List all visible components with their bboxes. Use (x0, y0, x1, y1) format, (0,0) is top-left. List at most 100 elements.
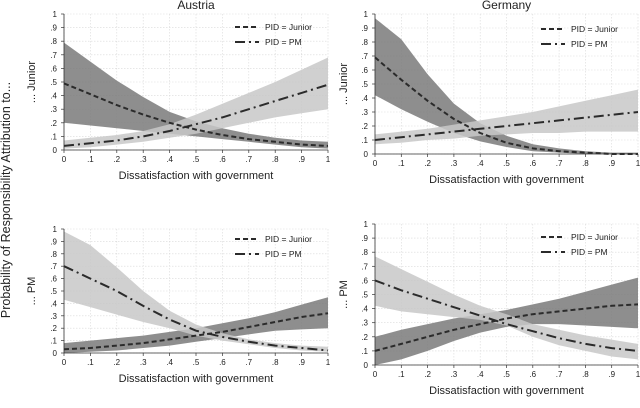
y-tick-label: .7 (361, 262, 368, 271)
series-line-1 (374, 56, 638, 155)
x-tick-label: .2 (113, 155, 120, 164)
y-tick-label: .2 (50, 119, 57, 128)
y-axis-title: ... Junior (338, 63, 350, 106)
x-tick-label: .3 (140, 155, 147, 164)
x-tick-label: .6 (219, 358, 226, 367)
y-tick-label: 1 (53, 225, 58, 234)
y-axis-title: ... PM (26, 277, 38, 306)
x-tick-label: 0 (373, 370, 378, 379)
x-tick-label: .3 (451, 159, 458, 168)
x-tick-label: .5 (193, 358, 200, 367)
x-tick-label: .1 (87, 155, 94, 164)
x-tick-label: 1 (326, 155, 331, 164)
y-tick-label: .8 (50, 37, 57, 46)
x-tick-label: .4 (166, 155, 173, 164)
y-tick-label: .4 (361, 94, 368, 103)
y-tick-label: .6 (50, 275, 57, 284)
legend-label: PID = Junior (265, 234, 312, 244)
series-line-1 (63, 82, 329, 147)
y-tick-label: .1 (50, 337, 57, 346)
y-tick-label: .5 (361, 291, 368, 300)
chart-panel-2: 0 .1 .2 .3 .4 .5 .6 .7 .8 .9 1 0 .1 .2 .3 .4 .5 .6 .7 .8 .9 1… (338, 0, 640, 186)
x-tick-label: .9 (298, 155, 305, 164)
y-tick-label: .1 (361, 136, 368, 145)
y-tick-label: .5 (361, 80, 368, 89)
legend: PID = Junior PID = PM (235, 22, 312, 47)
series-line-2 (374, 111, 639, 141)
x-tick-label: .5 (503, 159, 510, 168)
x-tick-label: .2 (424, 370, 431, 379)
confidence-band-series-2 (64, 231, 328, 352)
y-tick-label: .9 (50, 237, 57, 246)
x-tick-label: .8 (272, 358, 279, 367)
x-tick-label: 1 (636, 159, 640, 168)
y-tick-label: .7 (50, 262, 57, 271)
y-tick-label: .2 (50, 324, 57, 333)
x-tick-label: 0 (62, 358, 67, 367)
panel-title: Germany (482, 0, 531, 12)
y-tick-label: .4 (50, 92, 57, 101)
legend-label: PID = Junior (571, 24, 618, 34)
y-tick-label: .8 (361, 38, 368, 47)
x-tick-label: .7 (556, 159, 563, 168)
x-axis-title: Dissatisfaction with government (119, 373, 274, 385)
y-tick-label: 1 (53, 10, 58, 19)
confidence-band-series-2 (375, 89, 638, 145)
x-tick-label: .7 (556, 370, 563, 379)
x-tick-label: .2 (113, 358, 120, 367)
x-tick-label: .1 (398, 159, 405, 168)
y-tick-label: .5 (50, 78, 57, 87)
y-tick-label: .9 (50, 24, 57, 33)
series-line-2 (63, 265, 329, 352)
y-tick-label: 0 (364, 361, 369, 370)
x-tick-label: .4 (477, 370, 484, 379)
y-tick-label: .9 (361, 24, 368, 33)
legend-label: PID = PM (265, 37, 302, 47)
y-tick-label: .4 (361, 305, 368, 314)
y-tick-label: .6 (50, 64, 57, 73)
x-tick-label: .9 (608, 370, 615, 379)
x-tick-label: .3 (140, 358, 147, 367)
confidence-band-series-1 (375, 18, 638, 155)
y-tick-label: .8 (50, 250, 57, 259)
x-tick-label: .8 (582, 370, 589, 379)
y-tick-label: .3 (50, 105, 57, 114)
y-tick-label: 1 (364, 220, 369, 229)
x-tick-label: 1 (636, 370, 640, 379)
x-tick-label: .9 (608, 159, 615, 168)
y-tick-label: .7 (361, 52, 368, 61)
x-tick-label: 0 (373, 159, 378, 168)
x-axis-title: Dissatisfaction with government (429, 174, 584, 186)
legend-label: PID = PM (571, 247, 608, 257)
x-tick-label: .5 (193, 155, 200, 164)
y-tick-label: .6 (361, 276, 368, 285)
x-tick-label: .4 (477, 159, 484, 168)
x-tick-label: .2 (424, 159, 431, 168)
y-axis-title: ... Junior (26, 61, 38, 104)
x-tick-label: 1 (326, 358, 331, 367)
legend: PID = Junior PID = PM (541, 232, 618, 257)
y-tick-label: .6 (361, 66, 368, 75)
x-tick-label: .4 (166, 358, 173, 367)
x-tick-label: .3 (451, 370, 458, 379)
series-line-2 (374, 279, 639, 352)
legend-label: PID = Junior (265, 22, 312, 32)
x-axis-title: Dissatisfaction with government (119, 170, 274, 182)
y-tick-label: .3 (361, 319, 368, 328)
confidence-band-series-1 (64, 297, 328, 353)
y-tick-label: 1 (364, 10, 369, 19)
legend-label: PID = PM (265, 249, 302, 259)
chart-panel-4: 0 .1 .2 .3 .4 .5 .6 .7 .8 .9 1 0 .1 .2 .3 .4 .5 .6 .7 .8 .9 1… (338, 220, 640, 397)
series-line-2 (63, 83, 329, 147)
x-tick-label: .7 (245, 155, 252, 164)
y-tick-label: .3 (50, 312, 57, 321)
x-tick-label: .6 (529, 370, 536, 379)
x-tick-label: .7 (245, 358, 252, 367)
confidence-band-series-2 (375, 256, 638, 360)
y-tick-label: .8 (361, 248, 368, 257)
confidence-band-series-1 (64, 42, 328, 149)
figure-ylabel: Probability of Responsibility Attributio… (0, 82, 13, 318)
series-line-1 (63, 312, 329, 351)
x-tick-label: .8 (272, 155, 279, 164)
x-tick-label: 0 (62, 155, 67, 164)
